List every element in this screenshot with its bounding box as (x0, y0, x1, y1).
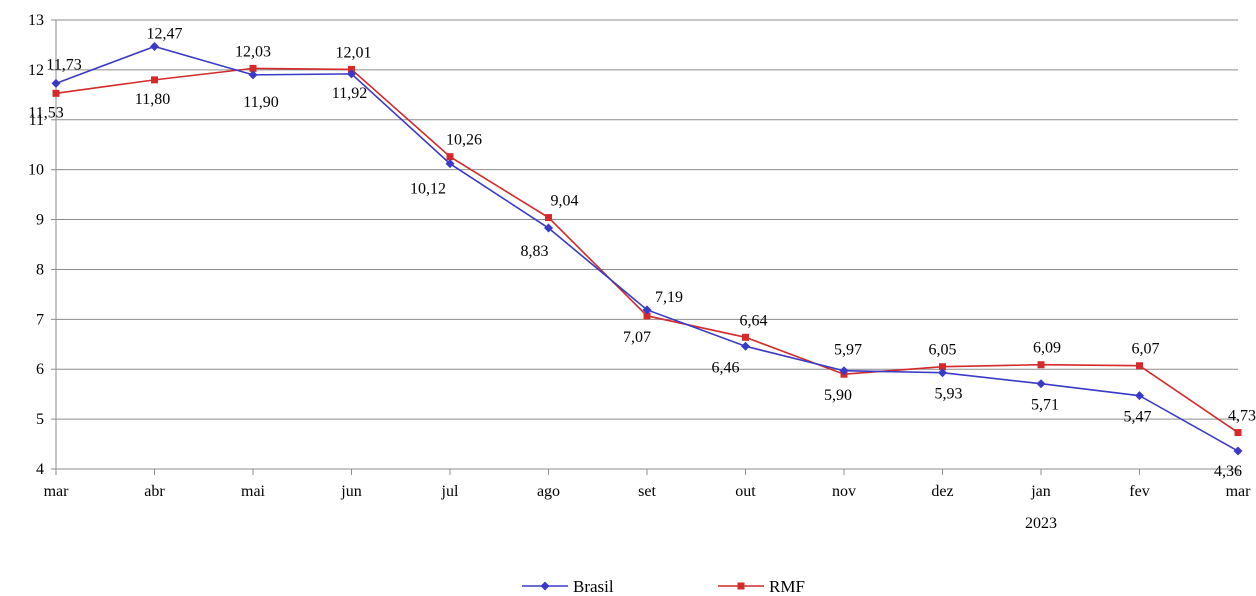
y-tick-label: 12 (28, 62, 44, 79)
series-marker-brasil (1036, 379, 1046, 389)
series-marker-rmf (151, 76, 158, 84)
series-marker-brasil (150, 41, 159, 51)
series-line-rmf (55, 67, 1239, 434)
data-label-brasil: 5,93 (935, 386, 963, 403)
series-marker-rmf (446, 153, 454, 161)
data-label-rmf: 11,80 (135, 91, 170, 108)
axes: 4 5 6 7 8 9 10 11 12 13 mar abr mai jun jul ago set out no… (28, 12, 1251, 532)
series-marker-rmf (939, 363, 946, 371)
series-marker-brasil (642, 305, 652, 315)
x-tick-label: ago (537, 483, 560, 500)
x-tick-label: jul (441, 483, 459, 500)
data-label-rmf: 9,04 (551, 193, 579, 210)
data-label-brasil: 10,12 (410, 181, 446, 198)
series-marker-rmf (52, 89, 60, 97)
series-marker-brasil (741, 341, 750, 351)
data-labels: 11,73 12,47 11,90 11,92 10,12 8,83 7,19 6,46 5,9… (28, 25, 1256, 480)
x-tick-label: dez (931, 483, 953, 500)
series-marker-brasil (544, 223, 553, 233)
y-tick-label: 8 (36, 261, 44, 278)
series-marker-brasil (1233, 446, 1243, 456)
x-tick-label: abr (144, 483, 165, 500)
series-group (51, 41, 1243, 456)
legend-item-rmf: RMF (718, 577, 805, 596)
x-tick-label: fev (1129, 483, 1149, 500)
data-label-rmf: 10,26 (446, 132, 482, 149)
data-label-rmf: 6,09 (1033, 340, 1061, 357)
data-label-rmf: 4,73 (1228, 408, 1256, 425)
series-marker-brasil (540, 581, 550, 591)
series-marker-rmf (643, 312, 651, 320)
x-tick-label: set (638, 483, 656, 500)
data-label-brasil: 4,36 (1214, 463, 1242, 480)
series-marker-brasil (347, 69, 356, 79)
x-tick-label: jun (340, 483, 361, 500)
series-marker-rmf (1136, 362, 1143, 370)
data-label-brasil: 8,83 (521, 243, 549, 260)
data-label-rmf: 11,53 (28, 104, 63, 121)
x-tick-sublabel: 2023 (1025, 515, 1057, 532)
x-tick-label: nov (832, 483, 856, 500)
series-marker-brasil (938, 368, 947, 378)
data-label-brasil: 7,19 (655, 289, 683, 306)
y-tick-label: 5 (36, 411, 44, 428)
series-marker-brasil (248, 70, 258, 80)
y-tick-label: 9 (36, 212, 44, 229)
legend-item-brasil: Brasil (522, 577, 614, 596)
data-label-rmf: 6,64 (740, 312, 768, 329)
series-marker-rmf (1037, 361, 1045, 369)
data-label-brasil: 5,71 (1031, 397, 1059, 414)
data-label-rmf: 7,07 (623, 329, 651, 346)
x-tick-label: out (735, 483, 756, 500)
series-marker-brasil (51, 78, 61, 88)
series-line-brasil (55, 45, 1239, 452)
legend: Brasil RMF (522, 577, 805, 596)
series-marker-rmf (1234, 429, 1242, 437)
data-label-rmf: 12,03 (235, 43, 271, 60)
data-label-brasil: 5,97 (834, 342, 862, 359)
gridlines (56, 19, 1238, 420)
series-marker-rmf (545, 214, 552, 222)
data-label-rmf: 6,07 (1132, 341, 1160, 358)
legend-label: Brasil (573, 577, 614, 596)
y-tick-label: 13 (28, 12, 44, 29)
data-label-rmf: 12,01 (336, 44, 372, 61)
series-marker-rmf (249, 64, 257, 72)
y-tick-label: 6 (36, 361, 44, 378)
x-tick-label: jan (1030, 483, 1051, 500)
data-label-rmf: 6,05 (929, 342, 957, 359)
x-tick-label: mar (44, 483, 70, 500)
x-tick-label: mar (1226, 483, 1252, 500)
y-tick-label: 10 (28, 162, 44, 179)
data-label-brasil: 5,47 (1124, 409, 1152, 426)
data-label-brasil: 11,90 (243, 94, 278, 111)
series-marker-brasil (839, 366, 849, 376)
data-label-rmf: 5,90 (824, 387, 852, 404)
legend-label: RMF (769, 577, 805, 596)
x-tick-label: mai (241, 483, 266, 500)
y-tick-label: 7 (36, 311, 44, 328)
data-label-brasil: 12,47 (147, 25, 183, 42)
series-marker-rmf (742, 333, 749, 341)
series-marker-brasil (1135, 391, 1144, 401)
data-label-brasil: 11,92 (332, 85, 367, 102)
y-tick-label: 11 (29, 112, 44, 129)
data-label-brasil: 11,73 (46, 56, 81, 73)
data-label-brasil: 6,46 (712, 359, 740, 376)
series-marker-brasil (445, 159, 455, 169)
y-tick-label: 4 (36, 461, 44, 478)
series-marker-rmf (737, 582, 745, 590)
